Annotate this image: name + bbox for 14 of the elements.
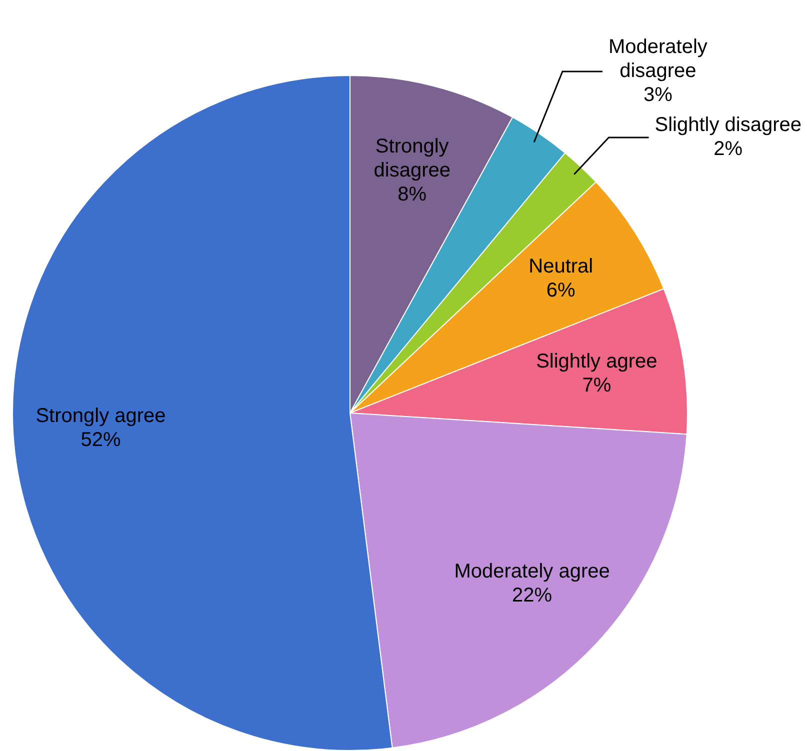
slice-label: Neutral (528, 256, 594, 278)
slice-label: Strongly disagree (374, 136, 450, 182)
slice-label: Moderately disagree (608, 36, 708, 82)
data-label: 8% (398, 184, 427, 206)
slice-label: Strongly agree (36, 405, 166, 428)
slice-label: Moderately agree (454, 560, 610, 582)
data-label: 3% (643, 84, 673, 106)
slice-label: Slightly disagree (654, 114, 802, 136)
data-label: 52% (80, 429, 121, 452)
data-label: 22% (512, 584, 552, 606)
data-label: 6% (546, 280, 576, 302)
data-label: 7% (582, 374, 612, 396)
slice-label: Slightly agree (536, 350, 658, 372)
data-label: 2% (714, 138, 743, 160)
